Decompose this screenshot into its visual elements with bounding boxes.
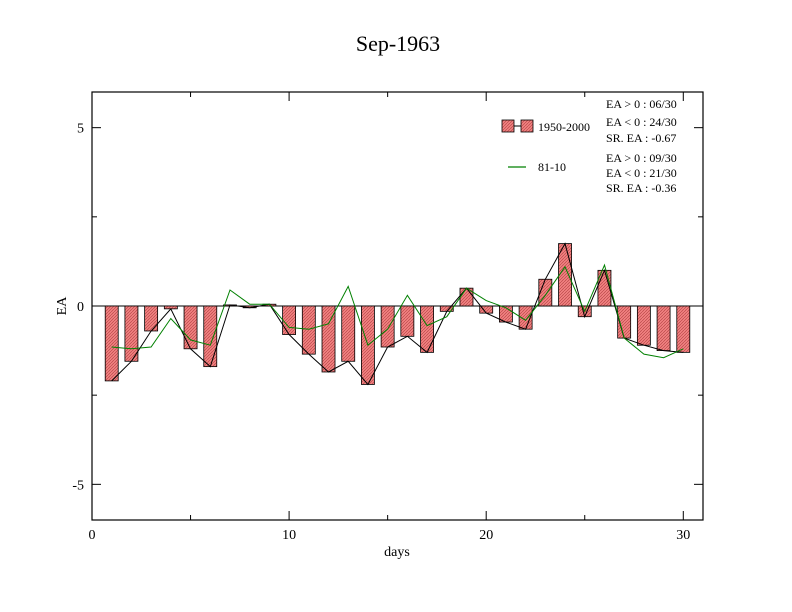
bars-1950-2000 xyxy=(104,243,691,385)
y-axis-label: EA xyxy=(55,296,70,316)
bar-day-30 xyxy=(676,305,691,353)
x-tick-label: 10 xyxy=(282,528,296,543)
y-tick-label: 5 xyxy=(77,122,84,137)
legend: 1950-2000 81-10 EA > 0 : 06/30 EA < 0 : … xyxy=(501,97,677,195)
bar-day-29 xyxy=(656,305,671,351)
stat-set2-sr: SR. EA : -0.36 xyxy=(606,181,676,195)
bar-day-24 xyxy=(558,243,572,307)
x-tick-label: 20 xyxy=(479,528,493,543)
x-axis-label: days xyxy=(384,545,410,560)
legend-label-1950-2000: 1950-2000 xyxy=(538,120,590,134)
bar-day-28 xyxy=(636,305,651,346)
series-lines xyxy=(111,242,684,386)
bar-day-23 xyxy=(538,278,553,307)
stat-set1-positive: EA > 0 : 06/30 xyxy=(606,97,677,111)
line-81-10 xyxy=(111,263,684,359)
bar-day-3 xyxy=(144,305,159,332)
legend-bar-swatch-right xyxy=(520,119,534,133)
stat-set1-negative: EA < 0 : 24/30 xyxy=(606,115,677,129)
x-tick-label: 30 xyxy=(676,528,690,543)
bar-day-10 xyxy=(282,305,297,335)
bar-day-1 xyxy=(104,305,119,382)
x-tick-label: 0 xyxy=(89,528,96,543)
bar-day-15 xyxy=(380,305,395,348)
chart-title: Sep-1963 xyxy=(356,31,440,56)
bar-day-17 xyxy=(420,305,434,353)
bar-day-16 xyxy=(400,305,415,337)
stat-set1-sr: SR. EA : -0.67 xyxy=(606,131,676,145)
bar-day-6 xyxy=(203,305,218,368)
line-1950-2000 xyxy=(111,242,684,386)
bar-day-5 xyxy=(183,305,198,350)
x-axis-ticks: 0 10 20 30 xyxy=(89,92,690,543)
stat-set2-positive: EA > 0 : 09/30 xyxy=(606,151,677,165)
legend-label-81-10: 81-10 xyxy=(538,160,566,174)
stat-set2-negative: EA < 0 : 21/30 xyxy=(606,166,677,180)
bar-day-13 xyxy=(341,305,356,362)
legend-bar-swatch-left xyxy=(501,119,515,133)
bar-day-11 xyxy=(301,305,316,355)
bar-day-2 xyxy=(124,305,139,362)
y-tick-label: 0 xyxy=(77,300,84,315)
y-tick-label: -5 xyxy=(72,478,84,493)
